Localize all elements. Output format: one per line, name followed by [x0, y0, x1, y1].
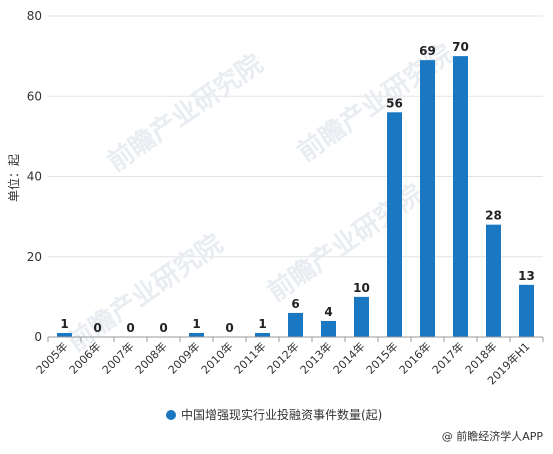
bar: [519, 284, 534, 337]
bar: [189, 332, 204, 337]
x-tick-label: 2016年: [396, 339, 433, 376]
watermark: 前瞻产业研究院: [62, 228, 229, 358]
data-label: 0: [225, 321, 233, 335]
data-label: 70: [452, 40, 469, 54]
watermark: 前瞻产业研究院: [262, 178, 429, 308]
bars: [57, 56, 534, 337]
data-label: 13: [518, 269, 535, 283]
x-tick-label: 2017年: [429, 339, 466, 376]
x-tick-label: 2012年: [264, 339, 301, 376]
y-tick-label: 40: [27, 170, 42, 184]
x-tick-label: 2011年: [231, 339, 268, 376]
data-label: 0: [93, 321, 101, 335]
data-label: 1: [60, 317, 68, 331]
data-label: 10: [353, 281, 370, 295]
data-label: 69: [419, 44, 436, 58]
bar: [453, 56, 468, 337]
data-label: 4: [324, 305, 332, 319]
x-tick-label: 2013年: [297, 339, 334, 376]
bar: [57, 332, 72, 337]
data-label: 28: [485, 209, 502, 223]
y-tick-label: 20: [27, 250, 42, 264]
y-tick-label: 0: [34, 330, 42, 344]
x-tick-label: 2015年: [363, 339, 400, 376]
x-tick-label: 2007年: [99, 339, 136, 376]
bar: [387, 112, 402, 337]
bar: [288, 312, 303, 337]
bar: [486, 224, 501, 337]
legend-marker: [166, 410, 176, 420]
x-tick-label: 2014年: [330, 339, 367, 376]
x-tick-label: 2008年: [132, 339, 169, 376]
data-label: 1: [258, 317, 266, 331]
bar: [420, 60, 435, 337]
data-label: 6: [291, 297, 299, 311]
y-tick-label: 60: [27, 89, 42, 103]
data-label: 0: [159, 321, 167, 335]
source-credit: @ 前瞻经济学人APP: [441, 430, 543, 443]
data-label: 1: [192, 317, 200, 331]
bar: [255, 332, 270, 337]
legend-label: 中国增强现实行业投融资事件数量(起): [181, 407, 382, 422]
x-tick-label: 2009年: [165, 339, 202, 376]
data-label: 0: [126, 321, 134, 335]
y-tick-label: 80: [27, 9, 42, 23]
bar: [321, 320, 336, 337]
x-tick-label: 2005年: [33, 339, 70, 376]
watermark: 前瞻产业研究院: [102, 48, 269, 178]
legend: 中国增强现实行业投融资事件数量(起): [166, 407, 382, 422]
x-tick-label: 2010年: [198, 339, 235, 376]
data-label: 56: [386, 96, 403, 110]
y-axis-title: 单位：起: [6, 154, 21, 202]
bar: [354, 296, 369, 337]
